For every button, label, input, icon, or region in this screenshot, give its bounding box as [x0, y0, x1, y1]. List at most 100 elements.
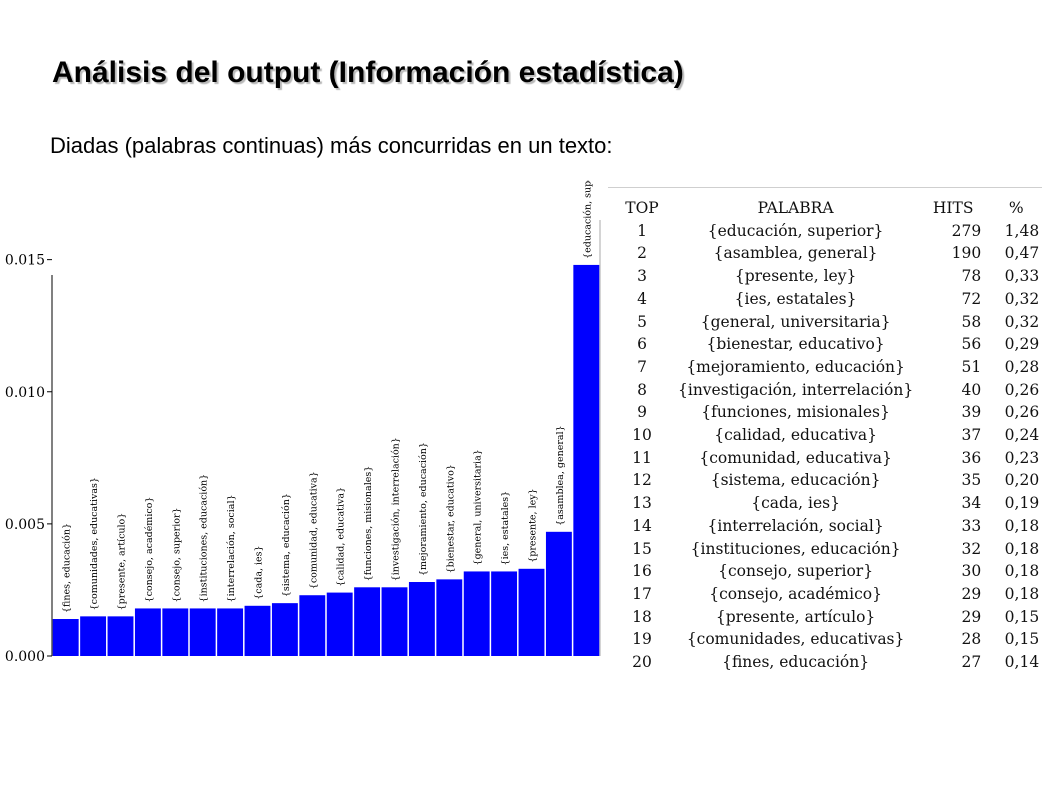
percent-cell: 0,32: [1004, 312, 1040, 331]
bar: [326, 592, 353, 656]
bigram-cell: {bienestar, educativo}: [706, 335, 885, 354]
bar-category-label: {fines, educación}: [62, 523, 73, 613]
percent-cell: 0,26: [1004, 403, 1040, 422]
table-row: 5 {general, universitaria} 58 0,32: [612, 311, 1045, 334]
percent-cell: 0,32: [1004, 289, 1040, 308]
y-tick-label: 0.015: [5, 253, 45, 269]
rank-cell: 15: [632, 539, 652, 558]
bar-category-label: {consejo, superior}: [171, 507, 182, 602]
table-row: 15 {instituciones, educación} 32 0,18: [612, 538, 1045, 561]
percent-cell: 0,15: [1004, 630, 1040, 649]
table-row: 20 {fines, educación} 27 0,14: [612, 651, 1045, 674]
table-row: 11 {comunidad, educativa} 36 0,23: [612, 447, 1045, 470]
bigram-cell: {calidad, educativa}: [714, 426, 877, 445]
y-tick-label: 0.000: [5, 649, 45, 665]
bigram-cell: {sistema, educación}: [710, 471, 881, 490]
bar-category-label: {presente, artículo}: [117, 513, 128, 611]
slide-title: Análisis del output (Información estadís…: [52, 56, 684, 89]
percent-cell: 0,18: [1004, 584, 1040, 603]
rank-cell: 18: [632, 607, 652, 626]
percent-cell: 0,23: [1004, 448, 1040, 467]
hits-cell: 30: [961, 562, 982, 581]
header-percent: %: [1008, 199, 1024, 217]
bigram-cell: {consejo, académico}: [709, 584, 882, 603]
rank-cell: 13: [632, 494, 652, 513]
percent-cell: 0,47: [1004, 244, 1040, 263]
bar: [299, 595, 326, 656]
bigram-cell: {general, universitaria}: [700, 312, 891, 331]
hits-cell: 58: [961, 312, 982, 331]
hits-cell: 40: [961, 380, 982, 399]
percent-cell: 0,15: [1004, 607, 1040, 626]
hits-cell: 34: [961, 494, 982, 513]
rank-cell: 19: [632, 630, 652, 649]
hits-cell: 51: [961, 357, 982, 376]
bar: [217, 608, 244, 656]
rank-cell: 2: [637, 244, 647, 263]
bigram-cell: {mejoramiento, educación}: [686, 357, 905, 376]
rank-cell: 8: [637, 380, 647, 399]
hits-cell: 33: [961, 516, 982, 535]
hits-cell: 78: [961, 267, 982, 286]
y-tick-label: 0.010: [5, 385, 45, 401]
table-row: 18 {presente, artículo} 29 0,15: [612, 606, 1045, 629]
table-row: 4 {ies, estatales} 72 0,32: [612, 288, 1045, 311]
hits-cell: 279: [951, 221, 982, 240]
bar-category-label: {instituciones, educación}: [199, 474, 210, 603]
bar: [80, 616, 107, 656]
percent-cell: 0,20: [1004, 471, 1040, 490]
hits-cell: 28: [961, 630, 982, 649]
percent-cell: 0,24: [1004, 426, 1040, 445]
header-palabra: PALABRA: [757, 199, 834, 217]
rank-cell: 14: [632, 516, 652, 535]
bigram-cell: {ies, estatales}: [734, 289, 857, 308]
table-row: 10 {calidad, educativa} 37 0,24: [612, 424, 1045, 447]
percent-cell: 0,33: [1004, 267, 1040, 286]
bigram-bar-chart: 0.000 0.005 0.010 0.015 {fines, educación} {…: [5, 180, 601, 665]
slide-subtitle: Diadas (palabras continuas) más concurri…: [50, 133, 613, 158]
table-row: 8 {investigación, interrelación} 40 0,26: [612, 379, 1045, 402]
bar-category-label: {funciones, misionales}: [363, 466, 374, 582]
bar: [107, 616, 134, 656]
percent-cell: 0,18: [1004, 539, 1040, 558]
rank-cell: 3: [637, 267, 647, 286]
rank-cell: 4: [637, 289, 647, 308]
rank-cell: 20: [632, 653, 652, 672]
bigram-cell: {instituciones, educación}: [690, 539, 901, 558]
bigram-cell: {comunidad, educativa}: [699, 448, 892, 467]
rank-cell: 1: [637, 221, 647, 240]
percent-cell: 0,18: [1004, 562, 1040, 581]
bar: [408, 582, 435, 656]
bar: [162, 608, 189, 656]
hits-cell: 56: [961, 335, 982, 354]
percent-cell: 1,48: [1004, 221, 1040, 240]
bar: [573, 264, 600, 656]
table-row: 17 {consejo, académico} 29 0,18: [612, 583, 1045, 606]
bigram-cell: {fines, educación}: [722, 653, 870, 672]
bar: [545, 531, 572, 656]
bar-category-label: {bienestar, educativo}: [445, 464, 456, 573]
bar-category-label: {mejoramiento, educación}: [418, 442, 429, 576]
percent-cell: 0,18: [1004, 516, 1040, 535]
bar-category-label: {ies, estatales}: [500, 491, 511, 566]
bar: [52, 619, 79, 656]
rank-cell: 12: [632, 471, 652, 490]
bigram-cell: {comunidades, educativas}: [686, 630, 905, 649]
table-row: 16 {consejo, superior} 30 0,18: [612, 560, 1045, 583]
bar: [134, 608, 161, 656]
bar: [354, 587, 381, 656]
header-hits: HITS: [932, 199, 974, 217]
bar-category-label: {consejo, académico}: [144, 497, 155, 603]
hits-cell: 29: [961, 607, 982, 626]
table-row: 7 {mejoramiento, educación} 51 0,28: [612, 356, 1045, 379]
bar: [271, 603, 298, 656]
bar-category-label: {presente, ley}: [528, 488, 539, 562]
table-row: 13 {cada, ies} 34 0,19: [612, 492, 1045, 515]
bar-category-label: {cada, ies}: [254, 545, 265, 599]
bar-category-label: {investigación, interrelación}: [391, 437, 402, 581]
table-row: 12 {sistema, educación} 35 0,20: [612, 469, 1045, 492]
bigram-cell: {funciones, misionales}: [701, 403, 890, 422]
bar-category-label: {interrelación, social}: [226, 494, 237, 602]
table-row: 3 {presente, ley} 78 0,33: [612, 265, 1045, 288]
bar-category-label: {sistema, educación}: [281, 493, 292, 597]
